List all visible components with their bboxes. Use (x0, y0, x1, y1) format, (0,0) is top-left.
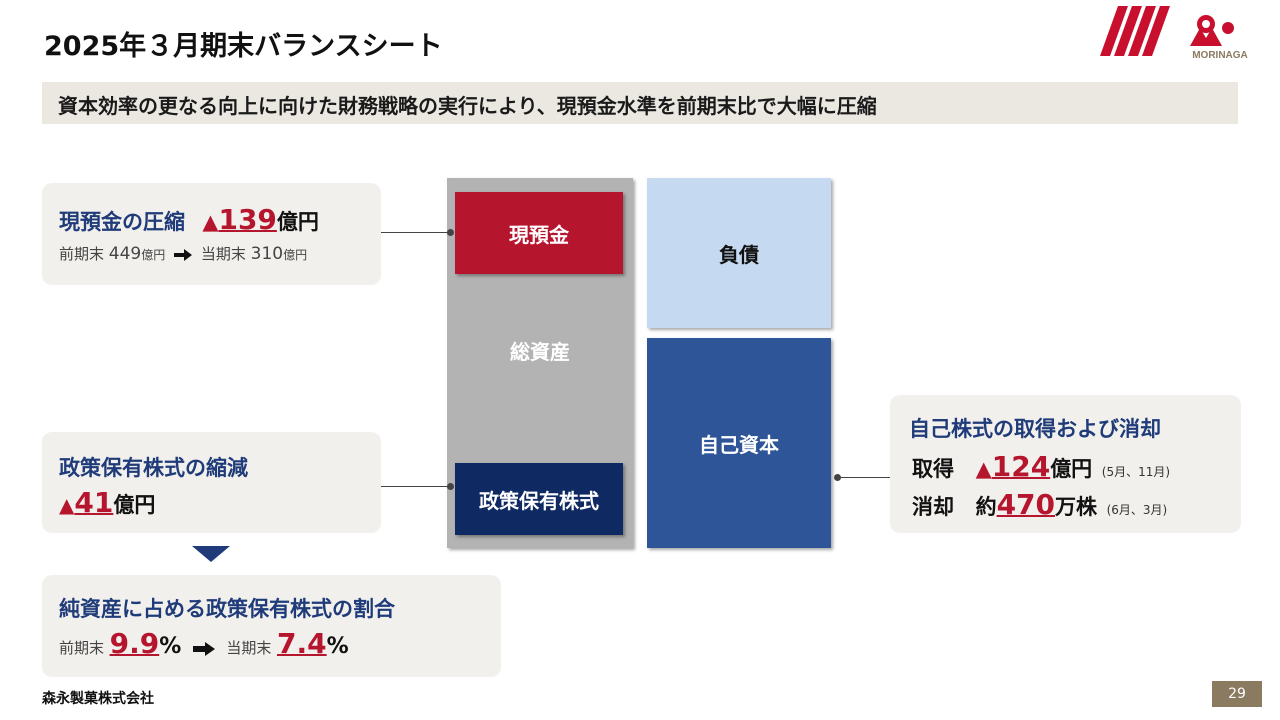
equity-block: 自己資本 (647, 338, 831, 548)
acquire-label: 取得 (912, 457, 954, 481)
policy-shares-block: 政策保有株式 (455, 463, 623, 535)
cash-compression-panel: 現預金の圧縮 ▲139億円 前期末 449億円 当期末 310億円 (42, 183, 381, 285)
cancel-row: 消却 約470万株 (6月、3月) (912, 488, 1167, 521)
cash-connector-dot (447, 229, 454, 236)
acquire-row: 取得 ▲124億円 (5月、11月) (912, 450, 1170, 483)
liabilities-block: 負債 (647, 178, 831, 328)
cash-heading-row: 現預金の圧縮 ▲139億円 (59, 203, 319, 236)
cancel-note: (6月、3月) (1106, 503, 1168, 517)
cancel-prefix: 約 (975, 495, 997, 519)
morinaga-logo: MORINAGA (1100, 6, 1250, 62)
prev-period-label: 前期末 (59, 245, 105, 263)
arrow-right-icon (192, 641, 215, 656)
curr-cash-value: 310 (250, 244, 284, 264)
ratio-heading: 純資産に占める政策保有株式の割合 (59, 597, 395, 621)
policy-amount-row: ▲41億円 (59, 486, 155, 519)
cash-block-label: 現預金 (509, 222, 569, 247)
cash-decrease-amount: 139 (218, 203, 277, 236)
policy-decrease-unit: 億円 (113, 493, 156, 517)
curr-period-label: 当期末 (200, 245, 246, 263)
treasury-stock-panel: 自己株式の取得および消却 取得 ▲124億円 (5月、11月) 消却 約470万… (890, 395, 1241, 533)
equity-connector-line (838, 477, 890, 478)
curr-cash-unit: 億円 (283, 248, 308, 262)
policy-connector-dot (447, 483, 454, 490)
subtitle-text: 資本効率の更なる向上に向けた財務戦略の実行により、現預金水準を前期末比で大幅に圧… (58, 94, 877, 118)
curr-ratio-percent: % (326, 634, 349, 659)
page-title: 2025年３月期末バランスシート (44, 31, 443, 62)
policy-shares-block-label: 政策保有株式 (479, 488, 599, 513)
cash-heading: 現預金の圧縮 (59, 210, 185, 234)
arrow-right-icon (174, 248, 193, 261)
treasury-heading: 自己株式の取得および消却 (909, 417, 1161, 441)
curr-period-label: 当期末 (226, 639, 272, 657)
acquire-unit: 億円 (1050, 457, 1093, 481)
cash-connector-line (381, 232, 451, 233)
chevron-down-icon (192, 546, 230, 562)
subtitle-bar: 資本効率の更なる向上に向けた財務戦略の実行により、現預金水準を前期末比で大幅に圧… (42, 82, 1238, 124)
equity-connector-dot (834, 474, 841, 481)
policy-heading: 政策保有株式の縮減 (59, 456, 248, 480)
cash-block: 現預金 (455, 192, 623, 274)
logo-graphic: MORINAGA (1100, 6, 1248, 61)
company-name: 森永製菓株式会社 (42, 691, 154, 707)
liabilities-label: 負債 (719, 242, 759, 267)
decrease-marker: ▲ (59, 493, 75, 517)
equity-label: 自己資本 (699, 432, 779, 457)
policy-decrease-amount: 41 (74, 486, 114, 519)
total-assets-label: 総資産 (510, 339, 570, 364)
cancel-unit: 万株 (1055, 495, 1098, 519)
page-number: 29 (1212, 681, 1262, 707)
prev-period-label: 前期末 (59, 639, 105, 657)
acquire-amount: 124 (991, 450, 1051, 483)
curr-ratio-value: 7.4 (277, 627, 327, 660)
decrease-marker: ▲ (975, 457, 992, 481)
policy-connector-line (381, 486, 451, 487)
policy-shares-panel: 政策保有株式の縮減 ▲41億円 (42, 432, 381, 533)
prev-cash-unit: 億円 (141, 248, 166, 262)
cash-comparison-row: 前期末 449億円 当期末 310億円 (59, 243, 307, 264)
logo-text: MORINAGA (1192, 50, 1248, 61)
prev-cash-value: 449 (108, 244, 142, 264)
cancel-label: 消却 (912, 495, 954, 519)
cash-decrease-unit: 億円 (276, 210, 319, 234)
prev-ratio-percent: % (159, 634, 182, 659)
decrease-marker: ▲ (202, 210, 219, 234)
ratio-panel: 純資産に占める政策保有株式の割合 前期末 9.9% 当期末 7.4% (42, 575, 501, 677)
ratio-comparison-row: 前期末 9.9% 当期末 7.4% (59, 627, 349, 660)
prev-ratio-value: 9.9 (109, 627, 160, 660)
cancel-amount: 470 (996, 488, 1056, 521)
acquire-note: (5月、11月) (1101, 465, 1171, 479)
